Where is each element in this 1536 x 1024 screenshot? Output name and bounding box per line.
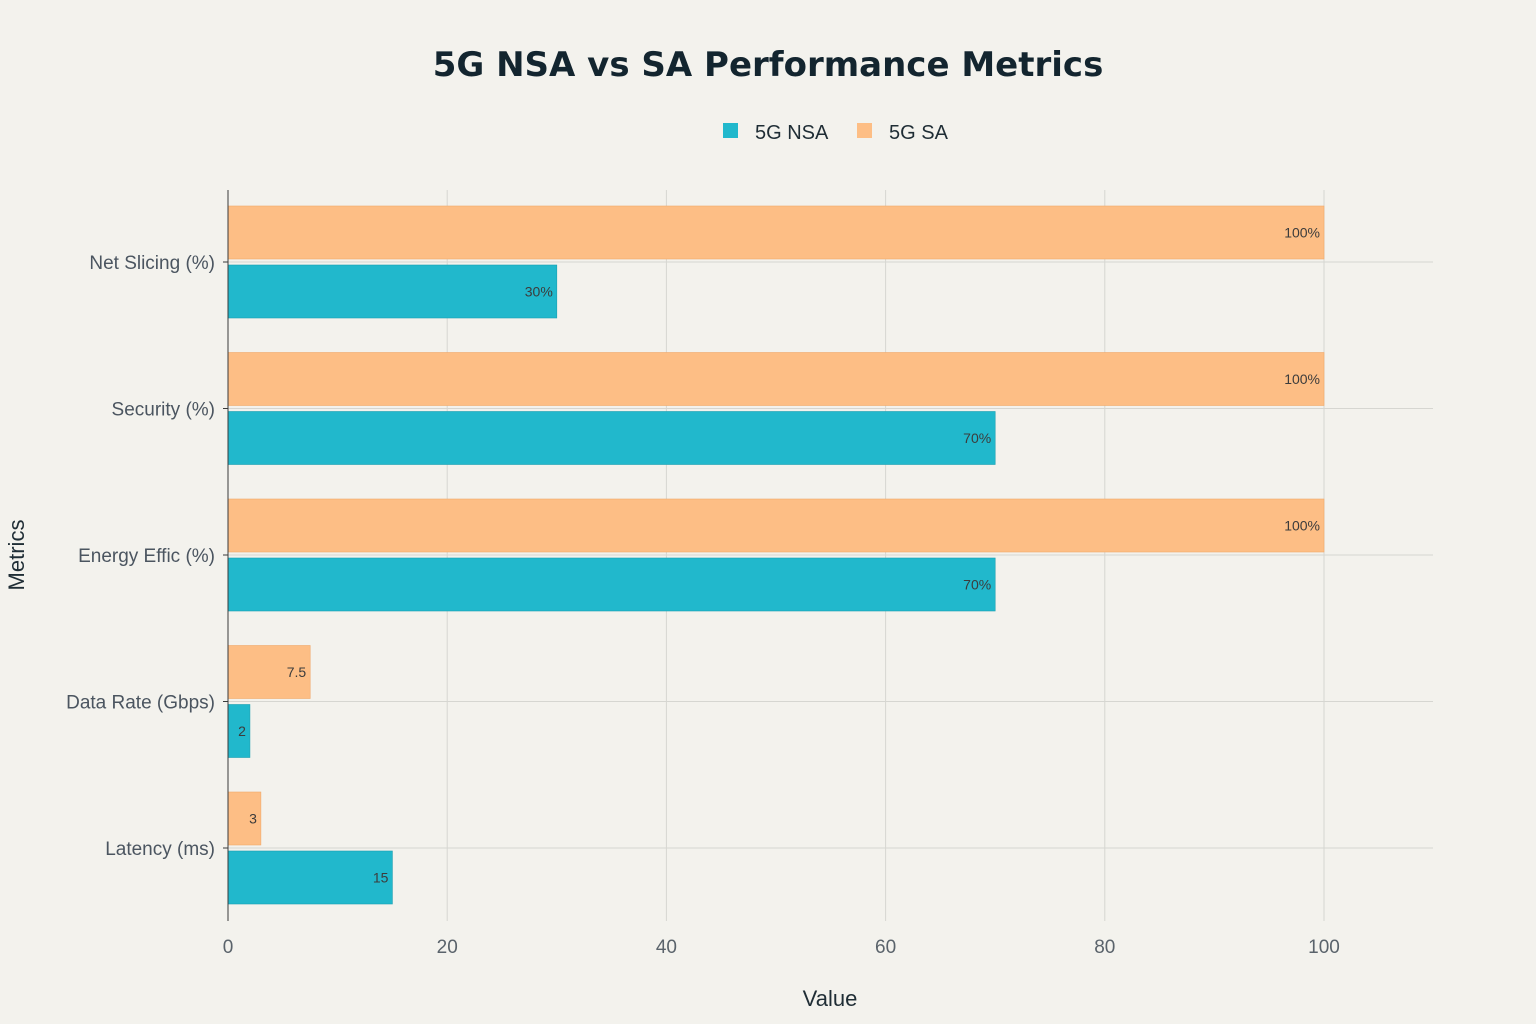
bar-label-5g-sa: 100% [1284,371,1320,387]
category-label: Energy Effic (%) [78,546,215,567]
category-label: Data Rate (Gbps) [66,693,215,714]
bar-5g-nsa [227,411,996,465]
legend-swatch-sa [857,123,872,138]
bar-label-5g-sa: 3 [249,811,257,827]
x-tick-label: 0 [223,937,234,958]
category-label: Net Slicing (%) [89,253,215,274]
bar-label-5g-nsa: 15 [373,870,389,886]
legend: 5G NSA 5G SA [723,122,949,144]
gridlines [223,190,1433,921]
category-labels: Net Slicing (%) Security (%) Energy Effic … [66,253,215,860]
bar-5g-sa [227,205,1325,260]
bar-5g-nsa [227,557,996,612]
x-tick-label: 40 [656,937,677,958]
bar-5g-nsa [227,850,393,905]
bar-5g-sa [227,645,311,699]
bar-label-5g-sa: 7.5 [287,664,307,680]
legend-label-sa: 5G SA [889,122,949,144]
x-tick-label: 100 [1308,937,1340,958]
x-axis-title: Value [803,986,858,1011]
x-tick-label: 60 [875,937,896,958]
bar-5g-sa [227,352,1325,406]
bar-5g-sa [227,791,262,846]
bar-label-5g-sa: 100% [1284,518,1320,534]
x-tick-label: 20 [437,937,458,958]
legend-label-nsa: 5G NSA [755,122,829,144]
chart-title: 5G NSA vs SA Performance Metrics [433,45,1104,85]
category-label: Latency (ms) [105,839,215,860]
y-axis-title: Metrics [4,520,29,591]
bar-label-5g-nsa: 2 [238,723,246,739]
bar-5g-sa [227,498,1325,553]
bar-label-5g-nsa: 30% [525,284,553,300]
bars [227,205,1325,905]
bar-5g-nsa [227,264,558,319]
bar-label-5g-nsa: 70% [963,430,991,446]
legend-swatch-nsa [723,123,738,138]
bar-label-5g-nsa: 70% [963,577,991,593]
x-tick-label: 80 [1094,937,1115,958]
x-tick-labels: 0 20 40 60 80 100 [223,937,1340,958]
bar-label-5g-sa: 100% [1284,225,1320,241]
category-label: Security (%) [112,400,215,421]
bar-labels: 100% 30% 100% 70% 100% 70% 7.5 2 3 15 [238,225,1320,886]
